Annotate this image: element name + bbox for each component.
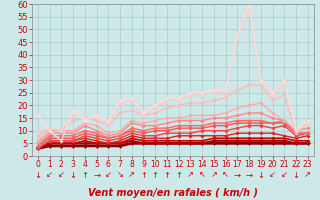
Text: →: → <box>245 170 252 180</box>
Text: ↙: ↙ <box>281 170 288 180</box>
Text: ↓: ↓ <box>69 170 76 180</box>
Text: ↖: ↖ <box>199 170 206 180</box>
Text: ↑: ↑ <box>175 170 182 180</box>
Text: ↘: ↘ <box>116 170 124 180</box>
Text: ↗: ↗ <box>128 170 135 180</box>
Text: ↗: ↗ <box>210 170 217 180</box>
Text: ↙: ↙ <box>58 170 65 180</box>
Text: ↓: ↓ <box>292 170 300 180</box>
Text: Vent moyen/en rafales ( km/h ): Vent moyen/en rafales ( km/h ) <box>88 188 258 198</box>
Text: →: → <box>93 170 100 180</box>
Text: ↙: ↙ <box>105 170 112 180</box>
Text: ↑: ↑ <box>164 170 171 180</box>
Text: ↙: ↙ <box>269 170 276 180</box>
Text: ↑: ↑ <box>140 170 147 180</box>
Text: ↓: ↓ <box>34 170 41 180</box>
Text: ↓: ↓ <box>257 170 264 180</box>
Text: ↗: ↗ <box>187 170 194 180</box>
Text: ↗: ↗ <box>304 170 311 180</box>
Text: ↙: ↙ <box>46 170 53 180</box>
Text: ↑: ↑ <box>152 170 159 180</box>
Text: ↑: ↑ <box>81 170 88 180</box>
Text: ↖: ↖ <box>222 170 229 180</box>
Text: →: → <box>234 170 241 180</box>
